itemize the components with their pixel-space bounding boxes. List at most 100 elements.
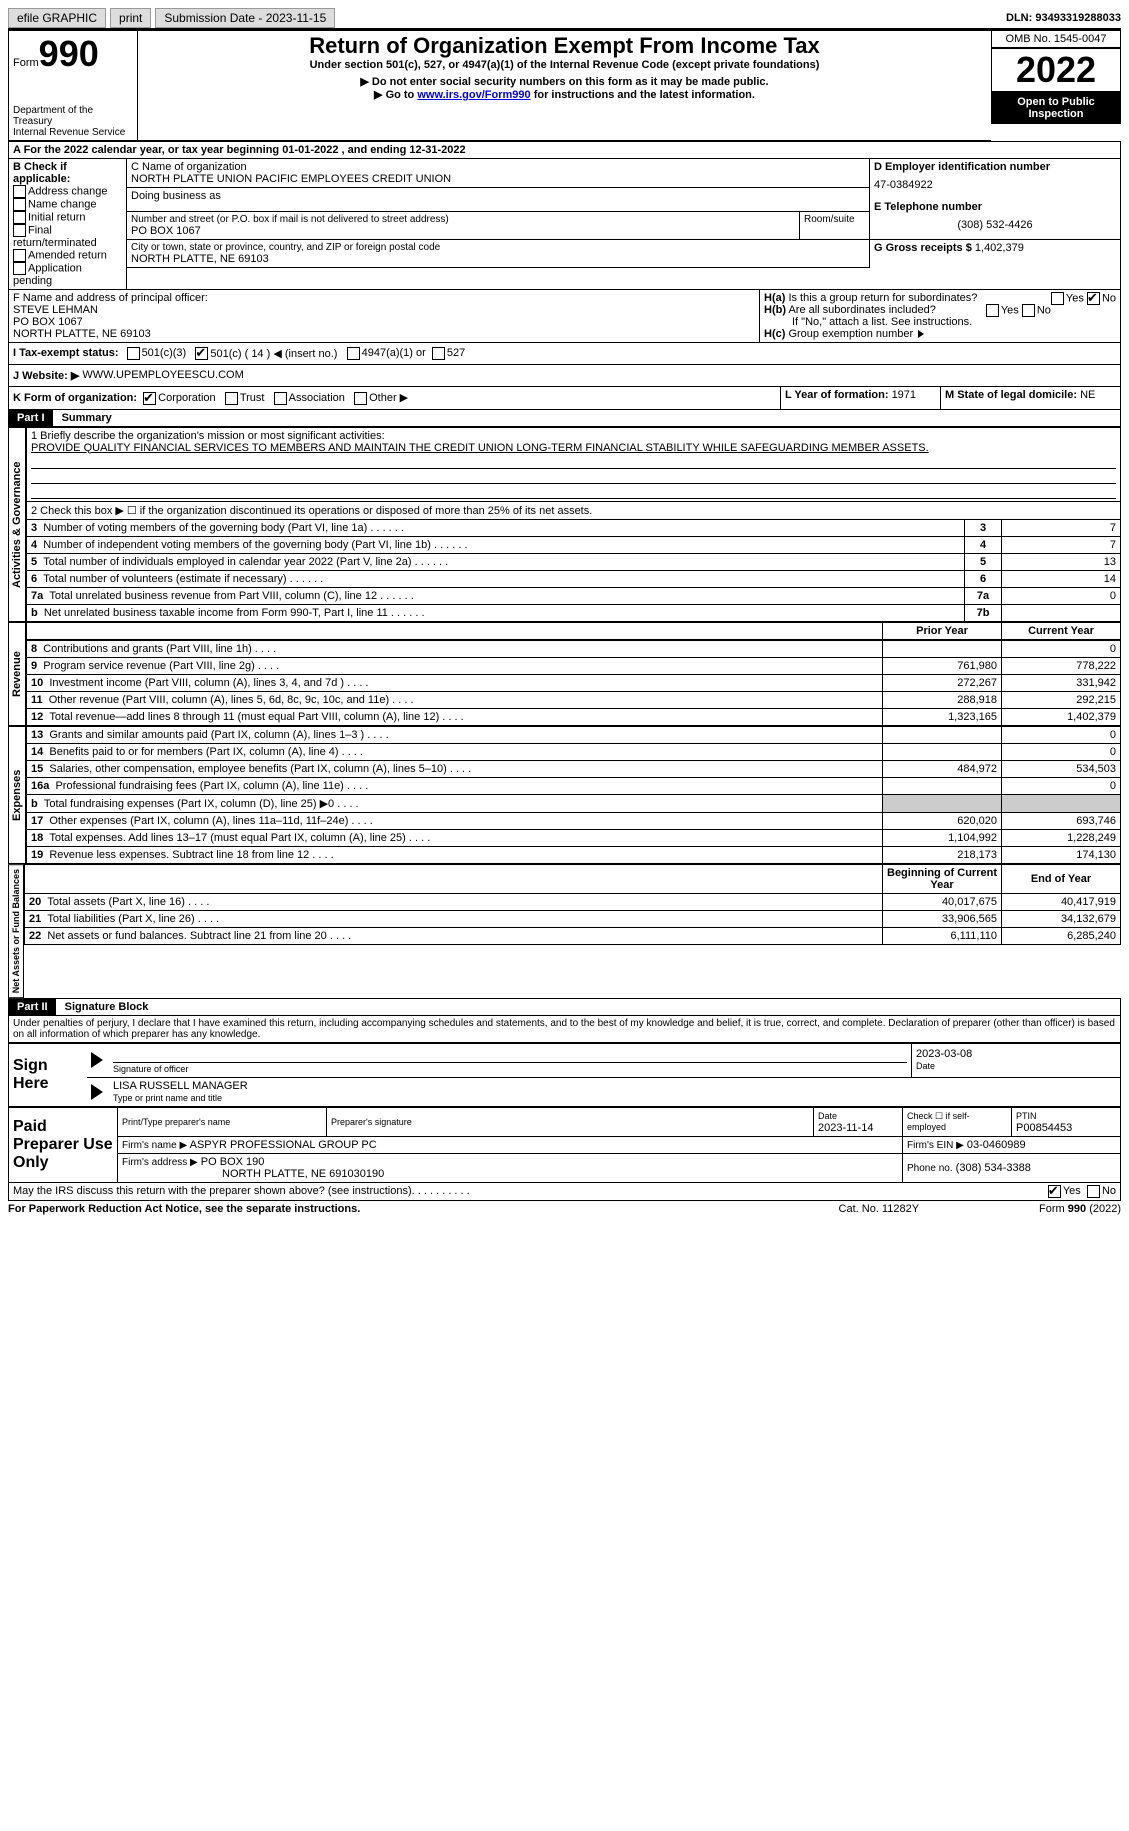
table-row: 18 Total expenses. Add lines 13–17 (must… xyxy=(27,829,1121,846)
dept-treasury: Department of the Treasury Internal Reve… xyxy=(13,105,133,138)
part1-heading: Summary xyxy=(62,412,112,424)
discuss-no[interactable] xyxy=(1087,1185,1100,1198)
revenue-table: Prior YearCurrent Year xyxy=(26,622,1121,640)
firm-ein: 03-0460989 xyxy=(967,1139,1026,1151)
table-row: b Net unrelated business taxable income … xyxy=(27,604,1121,621)
part2-heading: Signature Block xyxy=(65,1001,149,1013)
officer-print-name: LISA RUSSELL MANAGER xyxy=(113,1080,1116,1092)
room-label: Room/suite xyxy=(799,212,869,240)
table-row: 13 Grants and similar amounts paid (Part… xyxy=(27,726,1121,743)
inspection: Open to Public Inspection xyxy=(991,92,1121,124)
cb-corp[interactable] xyxy=(143,392,156,405)
efile-btn[interactable]: efile GRAPHIC xyxy=(8,8,106,28)
table-row: 4 Number of independent voting members o… xyxy=(27,536,1121,553)
officer-name: STEVE LEHMAN xyxy=(13,304,755,316)
cb-4947[interactable] xyxy=(347,347,360,360)
officer-addr1: PO BOX 1067 xyxy=(13,316,755,328)
table-row: 7a Total unrelated business revenue from… xyxy=(27,587,1121,604)
l1-label: 1 Briefly describe the organization's mi… xyxy=(31,430,1116,442)
table-row: 12 Total revenue—add lines 8 through 11 … xyxy=(27,708,1121,725)
firm-phone: (308) 534-3388 xyxy=(956,1162,1031,1174)
b-item: Application pending xyxy=(13,262,122,287)
firm-city: NORTH PLATTE, NE 691030190 xyxy=(222,1168,384,1180)
hb-no[interactable] xyxy=(1022,304,1035,317)
form-subtitle: Under section 501(c), 527, or 4947(a)(1)… xyxy=(142,59,987,71)
table-row: 11 Other revenue (Part VIII, column (A),… xyxy=(27,691,1121,708)
firm-addr: PO BOX 190 xyxy=(201,1156,265,1168)
hb-yes[interactable] xyxy=(986,304,999,317)
table-row: 5 Total number of individuals employed i… xyxy=(27,553,1121,570)
officer-addr2: NORTH PLATTE, NE 69103 xyxy=(13,328,755,340)
ha-no[interactable] xyxy=(1087,292,1100,305)
table-row: 3 Number of voting members of the govern… xyxy=(27,519,1121,536)
ein: 47-0384922 xyxy=(874,179,1116,191)
f-label: F Name and address of principal officer: xyxy=(13,292,755,304)
omb: OMB No. 1545-0047 xyxy=(991,30,1121,48)
e-label: E Telephone number xyxy=(874,201,1116,213)
paperwork: For Paperwork Reduction Act Notice, see … xyxy=(8,1203,360,1215)
form-number: 990 xyxy=(39,33,99,74)
subdate-btn: Submission Date - 2023-11-15 xyxy=(155,8,335,28)
sign-here: Sign Here xyxy=(9,1043,88,1106)
phone: (308) 532-4426 xyxy=(874,219,1116,231)
year-formation: 1971 xyxy=(892,389,916,401)
paid-preparer: Paid Preparer Use Only xyxy=(9,1107,118,1182)
ptin: P00854453 xyxy=(1016,1122,1072,1134)
website: WWW.UPEMPLOYEESCU.COM xyxy=(82,369,243,382)
governance-table: 1 Briefly describe the organization's mi… xyxy=(26,427,1121,622)
b-item: Final return/terminated xyxy=(13,224,122,249)
cb-501c[interactable] xyxy=(195,347,208,360)
d-label: D Employer identification number xyxy=(874,161,1116,173)
cb-assoc[interactable] xyxy=(274,392,287,405)
declaration: Under penalties of perjury, I declare th… xyxy=(8,1016,1121,1043)
table-row: 19 Revenue less expenses. Subtract line … xyxy=(27,846,1121,863)
table-row: 20 Total assets (Part X, line 16) . . . … xyxy=(25,893,1121,910)
warn1: ▶ Do not enter social security numbers o… xyxy=(142,75,987,88)
g-label: G Gross receipts $ xyxy=(874,242,972,254)
cb-527[interactable] xyxy=(432,347,445,360)
part1-bar: Part I xyxy=(9,410,53,426)
form-header: Form990 Department of the Treasury Inter… xyxy=(8,30,1121,141)
dln: DLN: 93493319288033 xyxy=(1006,12,1121,24)
form-title: Return of Organization Exempt From Incom… xyxy=(142,33,987,59)
arrow-icon xyxy=(91,1052,103,1068)
b-item: Name change xyxy=(13,198,122,211)
table-row: 16a Professional fundraising fees (Part … xyxy=(27,777,1121,794)
warn2: ▶ Go to www.irs.gov/Form990 for instruct… xyxy=(142,88,987,101)
city-label: City or town, state or province, country… xyxy=(131,242,865,253)
print-btn[interactable]: print xyxy=(110,8,151,28)
table-row: 15 Salaries, other compensation, employe… xyxy=(27,760,1121,777)
arrow-icon xyxy=(91,1084,103,1100)
city: NORTH PLATTE, NE 69103 xyxy=(131,253,865,265)
c-label: C Name of organization xyxy=(131,161,865,173)
side-revenue: Revenue xyxy=(8,622,26,726)
gross-receipts: 1,402,379 xyxy=(975,242,1024,254)
cb-other[interactable] xyxy=(354,392,367,405)
cb-trust[interactable] xyxy=(225,392,238,405)
mission-text: PROVIDE QUALITY FINANCIAL SERVICES TO ME… xyxy=(31,442,1116,454)
org-name: NORTH PLATTE UNION PACIFIC EMPLOYEES CRE… xyxy=(131,173,865,185)
b-item: Initial return xyxy=(13,211,122,224)
table-row: 21 Total liabilities (Part X, line 26) .… xyxy=(25,910,1121,927)
b-label: B Check if applicable: xyxy=(13,161,122,185)
preparer-block: Paid Preparer Use Only Print/Type prepar… xyxy=(8,1107,1121,1183)
side-netassets: Net Assets or Fund Balances xyxy=(8,864,24,998)
signature-block: Sign Here Signature of officer 2023-03-0… xyxy=(8,1043,1121,1107)
irs-link[interactable]: www.irs.gov/Form990 xyxy=(417,89,530,101)
table-row: 17 Other expenses (Part IX, column (A), … xyxy=(27,812,1121,829)
b-item: Address change xyxy=(13,185,122,198)
dba: Doing business as xyxy=(127,188,869,212)
addr: PO BOX 1067 xyxy=(131,225,795,237)
table-row: 22 Net assets or fund balances. Subtract… xyxy=(25,927,1121,944)
form-footer: Form 990 (2022) xyxy=(1039,1203,1121,1215)
ha-yes[interactable] xyxy=(1051,292,1064,305)
topbar: efile GRAPHIC print Submission Date - 20… xyxy=(8,8,1121,30)
k-label: K Form of organization: xyxy=(13,392,137,404)
tax-year: 2022 xyxy=(991,48,1121,92)
table-row: 14 Benefits paid to or for members (Part… xyxy=(27,743,1121,760)
table-row: 6 Total number of volunteers (estimate i… xyxy=(27,570,1121,587)
discuss: May the IRS discuss this return with the… xyxy=(13,1185,412,1198)
cb-501c3[interactable] xyxy=(127,347,140,360)
addr-label: Number and street (or P.O. box if mail i… xyxy=(131,214,795,225)
discuss-yes[interactable] xyxy=(1048,1185,1061,1198)
